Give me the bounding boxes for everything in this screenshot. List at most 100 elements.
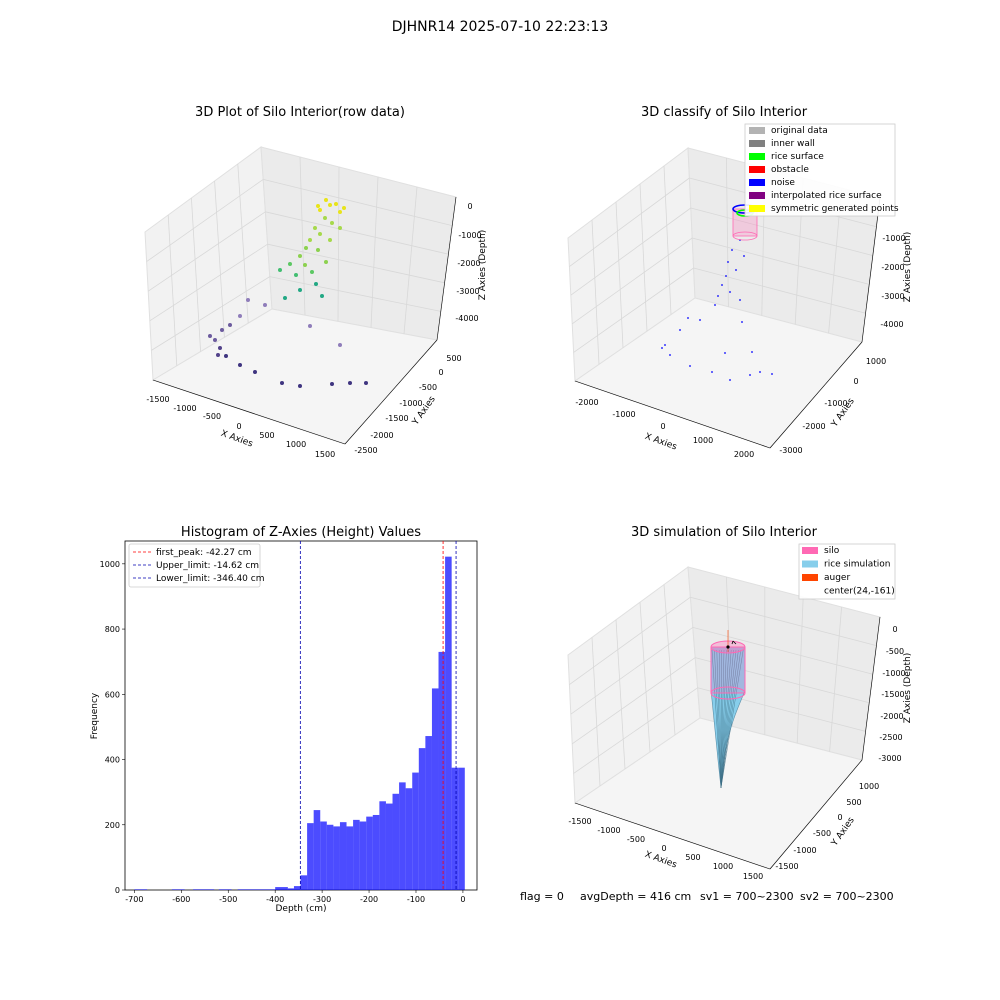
raw-point [213, 338, 217, 342]
histogram-bar [412, 772, 419, 890]
noise-point [749, 374, 751, 376]
status-sv2: sv2 = 700~2300 [800, 890, 894, 903]
y-ticks: 0 200 400 600 800 1000 [100, 560, 125, 895]
legend-label: interpolated rice surface [771, 191, 882, 201]
legend-label: symmetric generated points [771, 204, 899, 214]
raw-point [330, 221, 334, 225]
legend-swatch [749, 127, 765, 134]
legend-label: original data [771, 126, 828, 136]
z-axis-line [861, 616, 881, 761]
histogram-bar [300, 875, 308, 890]
raw-point [313, 226, 317, 230]
y-tick-label: 400 [105, 756, 120, 765]
y-tick: -1000 [824, 399, 847, 408]
legend-swatch [749, 166, 765, 173]
y-tick: 500 [846, 798, 861, 807]
histogram-bar [438, 651, 446, 890]
y-tick: 0 [853, 377, 858, 386]
panel-simulation-title: 3D simulation of Silo Interior [631, 525, 818, 540]
noise-point [735, 269, 737, 271]
noise-point [699, 319, 701, 321]
panel-raw-3d: 3D Plot of Silo Interior(row data) -1500… [144, 105, 488, 459]
x-axis-line [574, 380, 771, 449]
histogram-bar [458, 767, 465, 890]
x-tick: -2000 [575, 398, 598, 407]
histogram-bar [313, 810, 321, 890]
histogram-title: Histogram of Z-Axies (Height) Values [181, 525, 421, 540]
histogram-bar [392, 793, 400, 890]
legend: first_peak: -42.27 cm Upper_limit: -14.62… [128, 543, 264, 588]
noise-point [743, 255, 745, 257]
legend-label: inner wall [771, 139, 815, 149]
histogram-bar [425, 736, 432, 890]
histogram-bar [431, 688, 439, 890]
raw-point [342, 206, 346, 210]
y-tick-label: 1000 [100, 560, 120, 569]
y-axis-line [769, 759, 863, 870]
legend-label: first_peak: -42.27 cm [156, 548, 252, 558]
raw-point [238, 363, 242, 367]
z-axis-line [436, 196, 457, 341]
histogram-bar [237, 889, 276, 890]
raw-point [364, 381, 368, 385]
raw-point [288, 262, 292, 266]
histogram-bar [307, 823, 314, 890]
raw-point [303, 263, 307, 267]
raw-point [238, 314, 242, 318]
legend-swatch [749, 153, 765, 160]
histogram-bar [405, 788, 413, 890]
legend: original data inner wall rice surface obsta… [744, 123, 899, 217]
x-tick: 1000 [713, 862, 733, 871]
histogram-bar [134, 889, 148, 890]
x-tick-label: -700 [125, 895, 143, 904]
z-tick: -4000 [455, 314, 478, 323]
y-axis-line [344, 339, 438, 445]
x-ticks: -700 -600 -500 -400 -300 -200 -100 0 [125, 890, 465, 904]
histogram-bar [293, 886, 301, 890]
legend-label: rice surface [771, 152, 824, 162]
noise-point [751, 351, 753, 353]
raw-point [263, 303, 267, 307]
noise-point [724, 352, 726, 354]
x-tick: 1000 [286, 440, 306, 449]
noise-point [679, 329, 681, 331]
raw-point [320, 294, 324, 298]
silo-simulation-surface [710, 630, 746, 789]
noise-point [759, 371, 761, 373]
histogram-bar [218, 889, 232, 890]
legend-label: noise [771, 178, 795, 188]
panel-classify-title: 3D classify of Silo Interior [641, 105, 808, 120]
raw-point [308, 324, 312, 328]
status-sv1: sv1 = 700~2300 [700, 890, 794, 903]
histogram-bar [320, 821, 327, 890]
histogram-bar [346, 826, 354, 890]
raw-point [328, 238, 332, 242]
y-tick: -2000 [370, 431, 393, 440]
noise-point [727, 261, 729, 263]
raw-point [208, 334, 212, 338]
raw-point [308, 238, 312, 242]
noise-point [714, 304, 716, 306]
noise-point [725, 275, 727, 277]
histogram-bar [366, 816, 373, 890]
raw-point [253, 370, 257, 374]
histogram-bar [339, 822, 347, 890]
x-tick: -1000 [173, 404, 196, 413]
y-tick: -500 [813, 829, 831, 838]
z-tick: 0 [892, 625, 897, 634]
z-tick: -2000 [457, 259, 480, 268]
noise-point [731, 249, 733, 251]
noise-point [669, 354, 671, 356]
y-tick-label: 800 [105, 625, 120, 634]
y-tick-label: 200 [105, 821, 120, 830]
raw-point [310, 270, 314, 274]
histogram-bar [451, 767, 459, 890]
y-tick: 500 [446, 354, 461, 363]
histogram-bar [287, 888, 294, 890]
legend-label: rice simulation [824, 560, 890, 570]
grid-lines [569, 157, 877, 365]
legend-box [128, 543, 261, 588]
y-axis-label: Y Axies [829, 815, 857, 848]
z-axis-line [861, 197, 881, 343]
